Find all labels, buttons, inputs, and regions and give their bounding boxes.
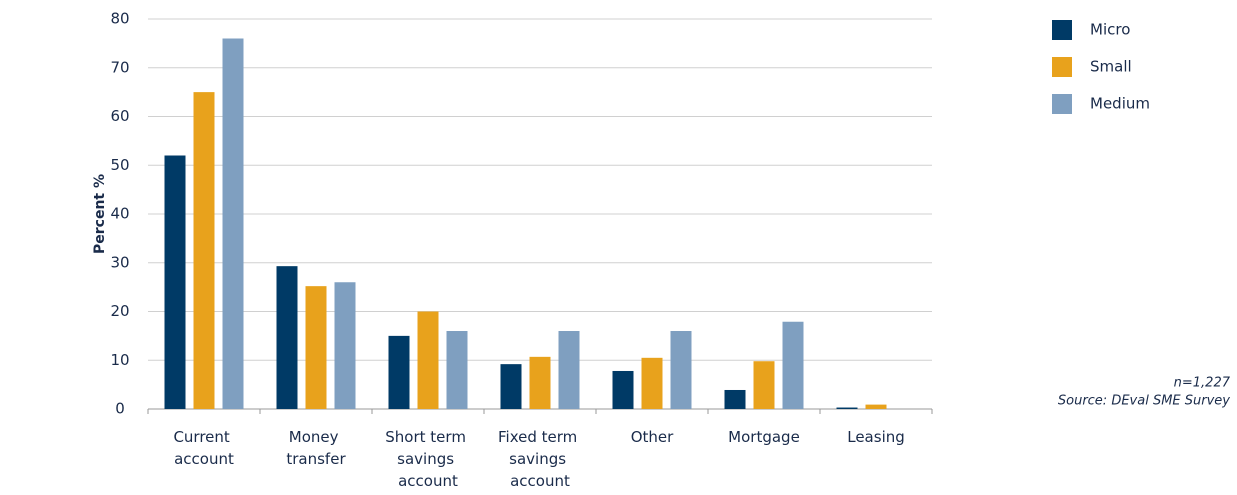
- bar: [500, 364, 522, 409]
- bar: [641, 357, 663, 409]
- bar: [724, 389, 746, 409]
- bar: [753, 361, 775, 409]
- y-tick-label: 60: [110, 107, 129, 125]
- note: Source: DEval SME Survey: [1058, 394, 1230, 409]
- note: n=1,227: [1174, 376, 1231, 391]
- legend-swatch: [1052, 94, 1072, 114]
- bar: [529, 356, 551, 409]
- x-tick-label: Mortgage: [728, 428, 800, 446]
- bar: [388, 335, 410, 409]
- bar: [612, 370, 634, 409]
- y-tick-label: 50: [110, 156, 129, 174]
- bar: [305, 286, 327, 409]
- legend-swatch: [1052, 20, 1072, 40]
- bar: [865, 404, 887, 409]
- bar: [670, 331, 692, 409]
- y-axis-label: Percent %: [92, 174, 108, 254]
- x-tick-label: Other: [631, 428, 674, 446]
- x-tick-label: Money transfer: [286, 428, 346, 468]
- x-tick-label: Current account: [173, 428, 234, 468]
- legend-label: Micro: [1090, 21, 1130, 39]
- bar: [782, 321, 804, 409]
- y-tick-label: 30: [110, 253, 129, 271]
- legend-label: Small: [1090, 58, 1132, 76]
- y-tick-label: 0: [115, 400, 125, 418]
- x-tick-label: Short term savings account: [385, 428, 470, 490]
- bar: [836, 407, 858, 409]
- y-tick-label: 80: [110, 10, 129, 28]
- bar: [446, 331, 468, 409]
- bar: [417, 311, 439, 409]
- x-tick-label: Fixed term savings account: [498, 428, 582, 490]
- bar: [222, 38, 244, 409]
- legend-swatch: [1052, 57, 1072, 77]
- y-tick-label: 10: [110, 351, 129, 369]
- y-tick-label: 70: [110, 58, 129, 76]
- y-tick-label: 20: [110, 302, 129, 320]
- legend-label: Medium: [1090, 95, 1150, 113]
- bar: [164, 155, 186, 409]
- x-tick-label: Leasing: [847, 428, 905, 446]
- bar: [276, 266, 298, 409]
- bar: [193, 92, 215, 409]
- bar: [558, 331, 580, 409]
- bar: [334, 282, 356, 409]
- y-tick-label: 40: [110, 205, 129, 223]
